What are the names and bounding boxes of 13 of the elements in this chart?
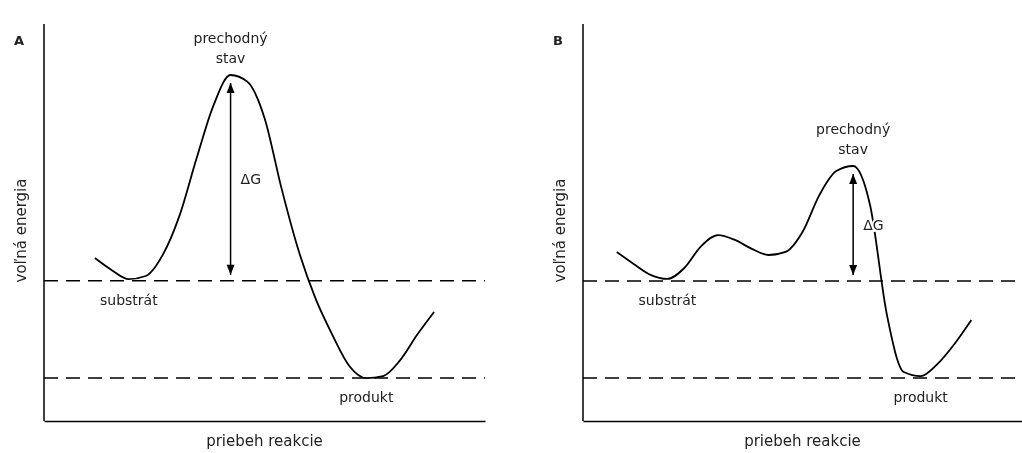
x-axis-title: priebeh reakcie [206, 432, 323, 450]
ref-line-label: produkt [893, 388, 949, 405]
ref-line-label: produkt [339, 389, 394, 406]
annotation: ΔG [240, 170, 262, 187]
x-axis-title: priebeh reakcie [744, 432, 861, 450]
y-axis-title: voľná energia [551, 178, 569, 283]
ref-line-label: substrát [99, 291, 159, 308]
chart-title: A [14, 33, 25, 48]
annotation: prechodný stav [816, 121, 891, 157]
chart-title: B [553, 33, 563, 48]
y-axis-title: voľná energia [12, 178, 30, 283]
ref-line-label: substrát [638, 292, 697, 309]
annotation: prechodný stav [193, 30, 268, 66]
